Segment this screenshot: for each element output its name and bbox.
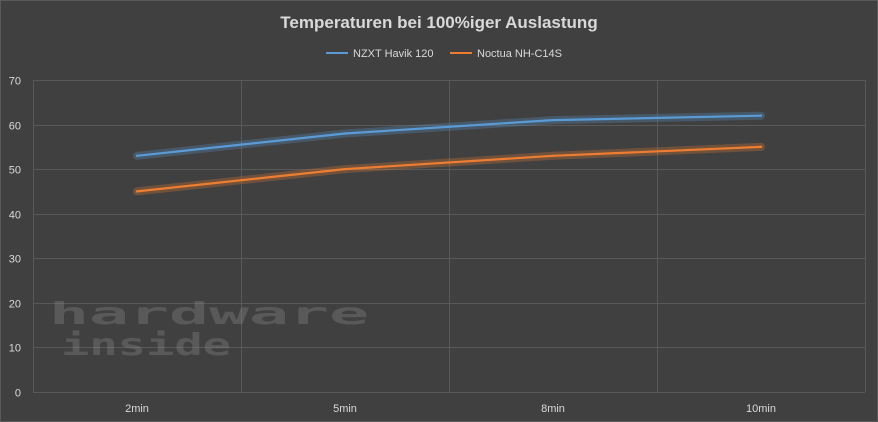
y-tick-label: 10: [9, 343, 21, 355]
x-axis: 2min 5min 8min 10min: [125, 403, 776, 415]
y-tick-label: 0: [15, 388, 21, 400]
watermark-logo: hardware inside: [49, 297, 369, 363]
data-point: [135, 190, 139, 193]
x-tick-label: 5min: [333, 403, 357, 415]
watermark-line-2: inside: [61, 328, 231, 363]
y-tick-label: 40: [9, 210, 21, 222]
data-point: [551, 154, 555, 157]
y-tick-label: 60: [9, 121, 21, 133]
y-tick-label: 50: [9, 165, 21, 177]
legend: NZXT Havik 120 Noctua NH-C14S: [326, 48, 562, 60]
data-point: [135, 154, 139, 157]
watermark-line-1: hardware: [49, 297, 369, 332]
gridlines: [33, 80, 866, 393]
series-line: [135, 145, 763, 193]
y-tick-label: 30: [9, 254, 21, 266]
legend-label: NZXT Havik 120: [353, 48, 434, 60]
data-point: [759, 145, 763, 149]
series-line: [135, 114, 763, 157]
legend-label: Noctua NH-C14S: [477, 48, 562, 60]
x-tick-label: 8min: [541, 403, 565, 415]
data-point: [759, 114, 763, 117]
data-point: [343, 167, 347, 171]
data-point: [343, 132, 347, 135]
y-tick-label: 70: [9, 76, 21, 88]
data-point: [551, 118, 555, 122]
y-axis: 0 10 20 30 40 50 60 70: [9, 76, 21, 400]
x-tick-label: 2min: [125, 403, 149, 415]
series-group: [133, 111, 765, 196]
chart-title: Temperaturen bei 100%iger Auslastung: [280, 13, 597, 32]
x-tick-label: 10min: [746, 403, 776, 415]
y-tick-label: 20: [9, 299, 21, 311]
